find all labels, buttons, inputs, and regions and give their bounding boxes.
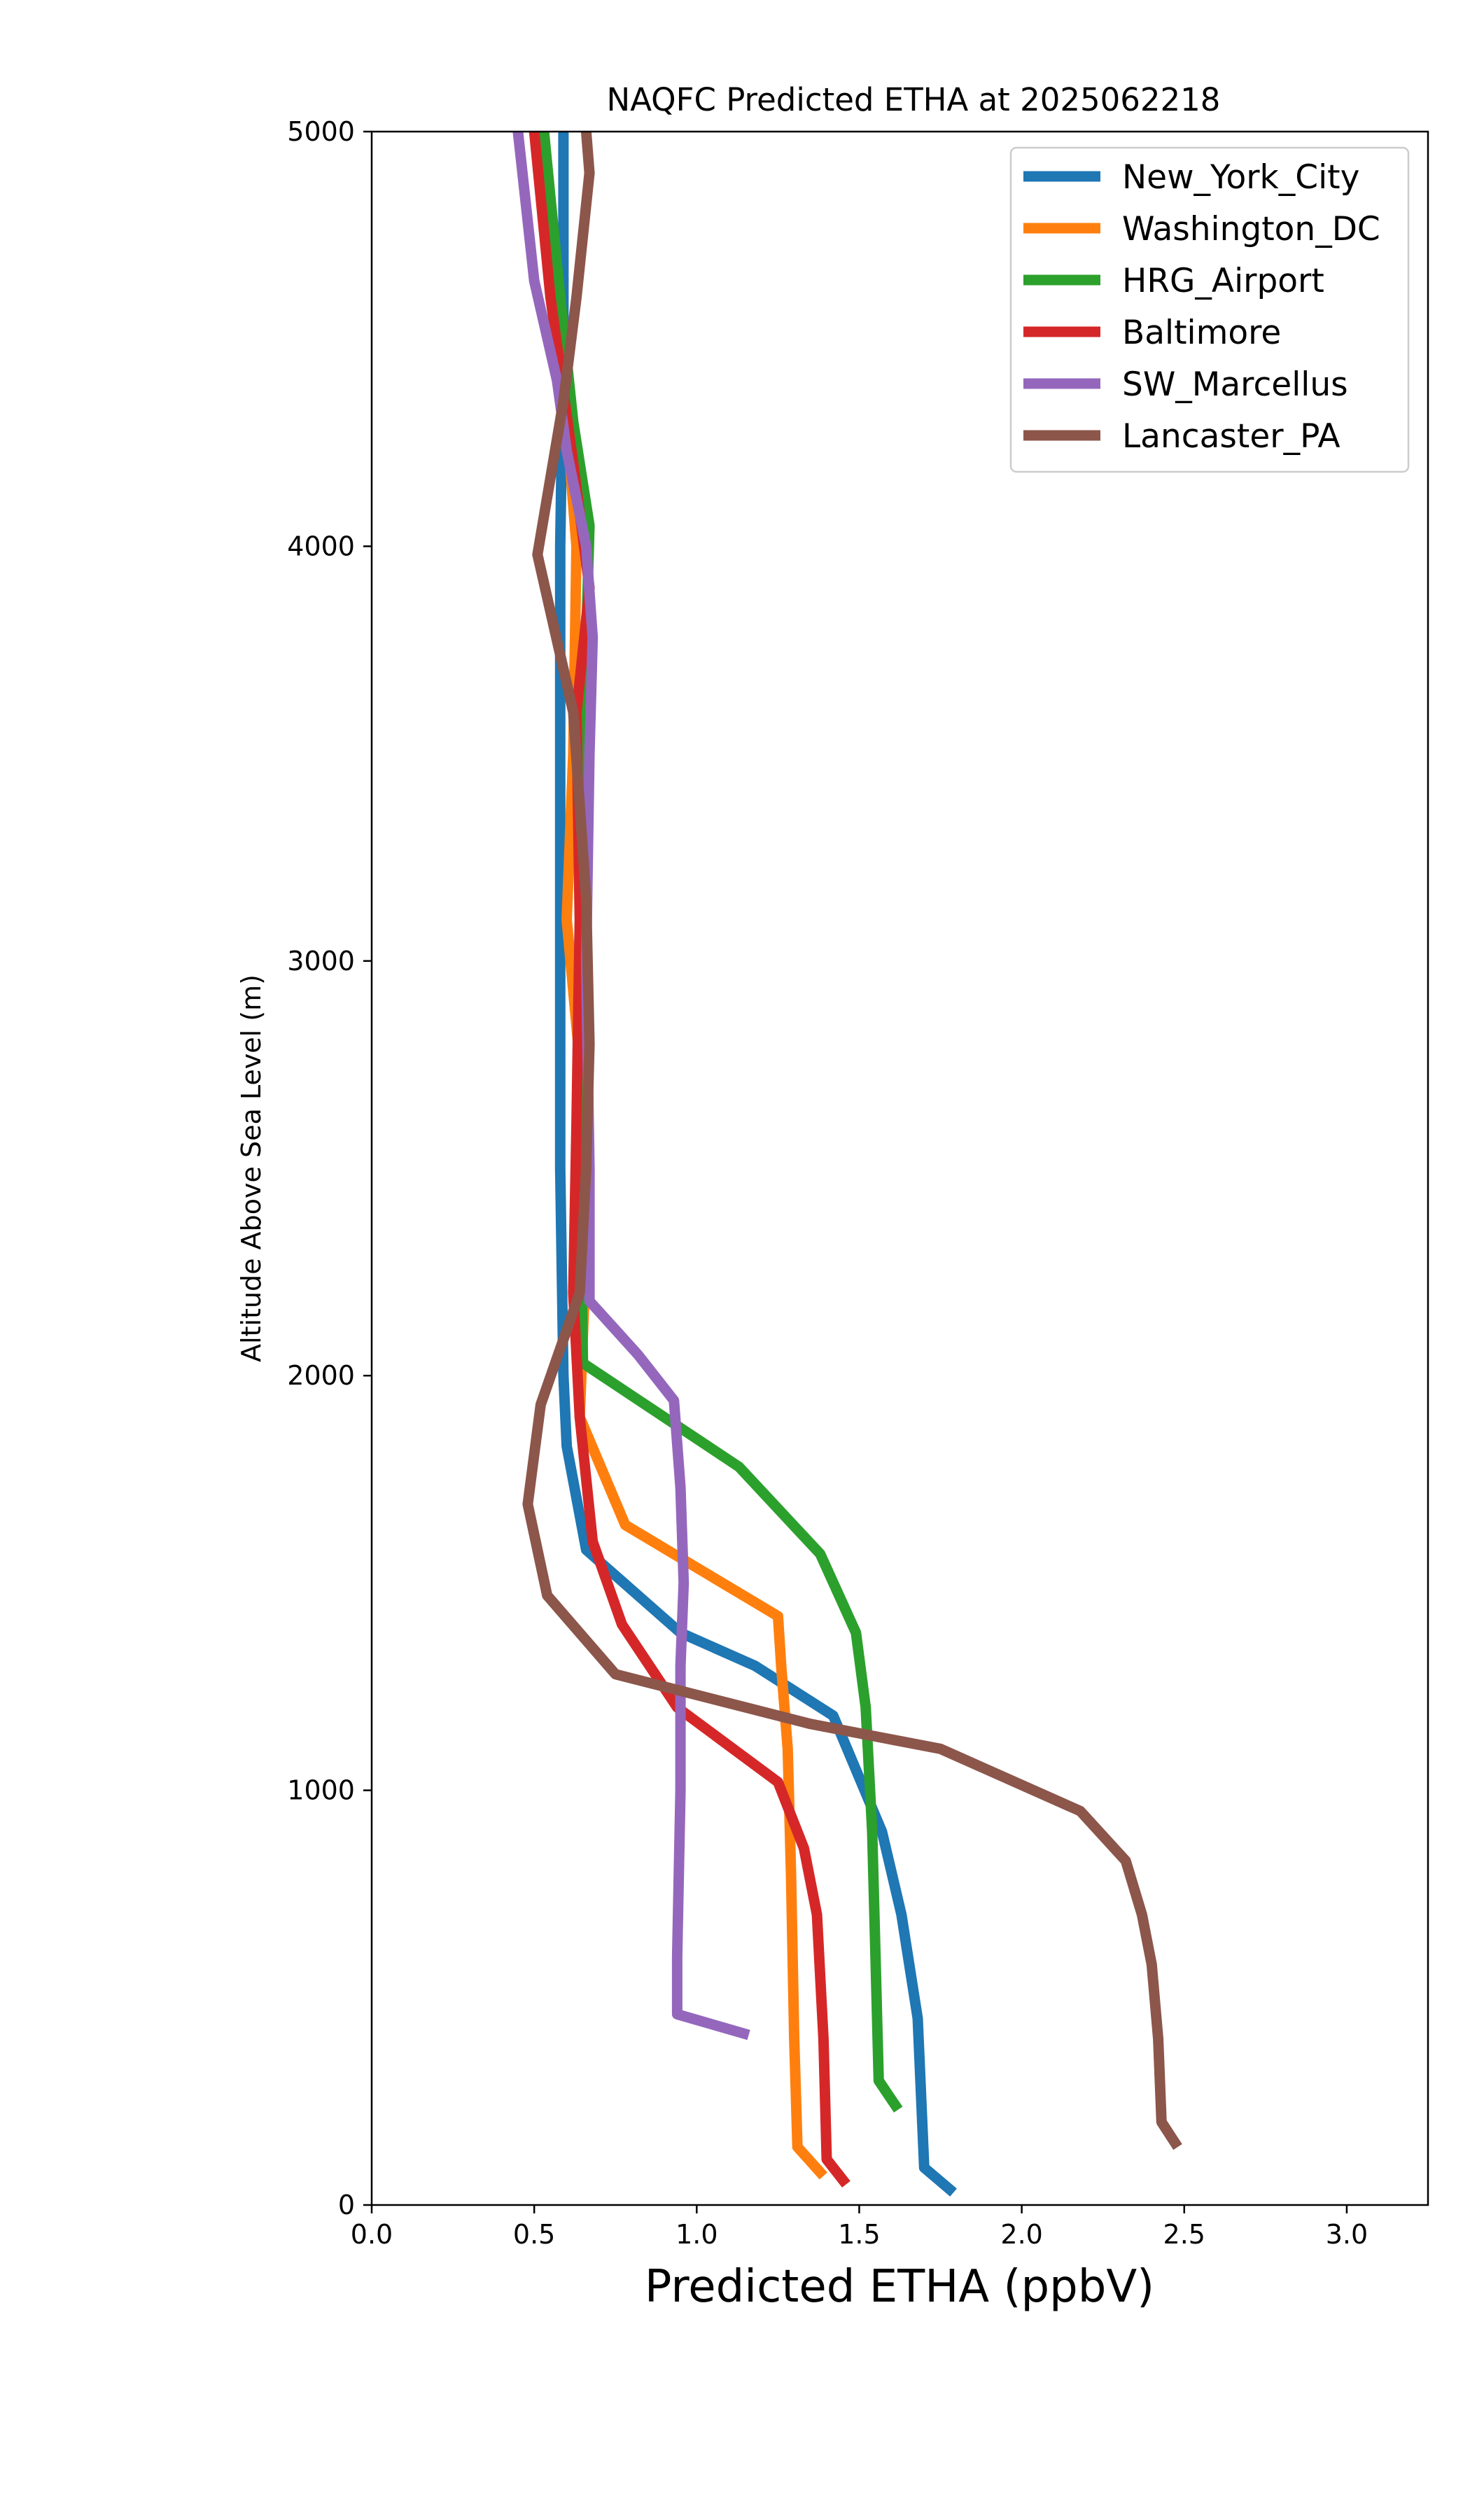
legend-label: Baltimore bbox=[1122, 314, 1281, 352]
series-line-hrg-airport bbox=[538, 131, 903, 2113]
y-tick-label: 3000 bbox=[287, 946, 355, 976]
y-tick-label: 4000 bbox=[287, 531, 355, 561]
chart-title: NAQFC Predicted ETHA at 2025062218 bbox=[607, 81, 1221, 118]
x-axis-ticks: 0.0 0.5 1.0 1.5 2.0 2.5 3.0 bbox=[351, 2205, 1368, 2250]
x-axis-label: Predicted ETHA (ppbV) bbox=[645, 2261, 1154, 2313]
y-tick-label: 1000 bbox=[287, 1775, 355, 1806]
y-axis-ticks: 0 1000 2000 3000 4000 5000 bbox=[287, 116, 372, 2220]
legend: New_York_City Washington_DC HRG_Airport Bal… bbox=[1009, 146, 1410, 473]
legend-entries: New_York_City Washington_DC HRG_Airport Bal… bbox=[1023, 158, 1380, 456]
y-tick-label: 5000 bbox=[287, 116, 355, 147]
plot-frame bbox=[370, 130, 1429, 2206]
legend-label: New_York_City bbox=[1122, 158, 1359, 197]
x-tick-label: 1.5 bbox=[838, 2219, 880, 2250]
x-tick-label: 3.0 bbox=[1326, 2219, 1368, 2250]
legend-label: HRG_Airport bbox=[1122, 262, 1324, 300]
x-tick-label: 1.0 bbox=[676, 2219, 718, 2250]
x-tick-label: 2.5 bbox=[1163, 2219, 1205, 2250]
legend-label: SW_Marcellus bbox=[1122, 365, 1348, 404]
series-line-lancaster-pa bbox=[522, 131, 1182, 2150]
legend-label: Lancaster_PA bbox=[1122, 417, 1340, 456]
y-axis-label: Altitude Above Sea Level (m) bbox=[236, 974, 267, 1362]
series-layer bbox=[512, 130, 1182, 2197]
x-tick-label: 0.5 bbox=[513, 2219, 555, 2250]
y-tick-label: 0 bbox=[338, 2190, 355, 2220]
series-line-new-york-city bbox=[554, 132, 957, 2197]
y-tick-label: 2000 bbox=[287, 1360, 355, 1391]
legend-label: Washington_DC bbox=[1122, 210, 1380, 248]
series-line-sw-marcellus bbox=[512, 131, 750, 2040]
legend-frame bbox=[1009, 146, 1410, 473]
x-tick-label: 2.0 bbox=[1000, 2219, 1042, 2250]
x-tick-label: 0.0 bbox=[351, 2219, 393, 2250]
